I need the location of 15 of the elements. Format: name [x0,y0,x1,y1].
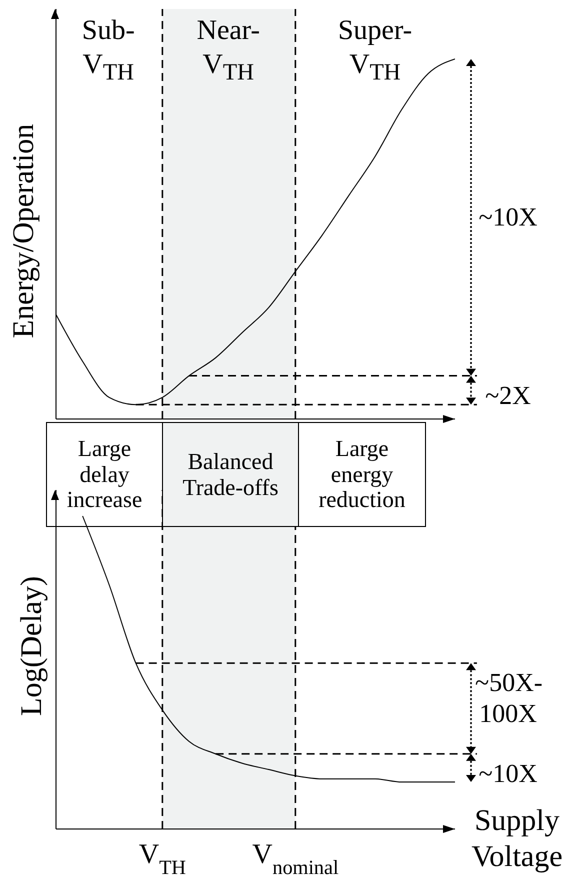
text: ~10X [478,202,538,233]
annotation: Near- V$_{TH}$ [196,14,261,88]
y-axis-title: Log(Delay) [15,576,49,716]
x-tick-label: V$_{nominal}$ [252,839,339,879]
text: ~2X [484,380,532,411]
text: Large energy reduction [318,436,406,514]
annotation: Sub- V$_{TH}$ [80,14,136,88]
y-axis-title: Energy/Operation [7,124,41,338]
text: Large delay increase [66,436,144,514]
x-tick-label: V$_{TH}$ [138,839,186,879]
text: ~10X [478,758,538,790]
annotation: Super- V$_{TH}$ [336,14,414,88]
text: ~50X-100X [475,667,543,730]
text: Balanced Trade-offs [182,448,280,500]
x-axis-title: Supply Voltage [470,803,564,875]
